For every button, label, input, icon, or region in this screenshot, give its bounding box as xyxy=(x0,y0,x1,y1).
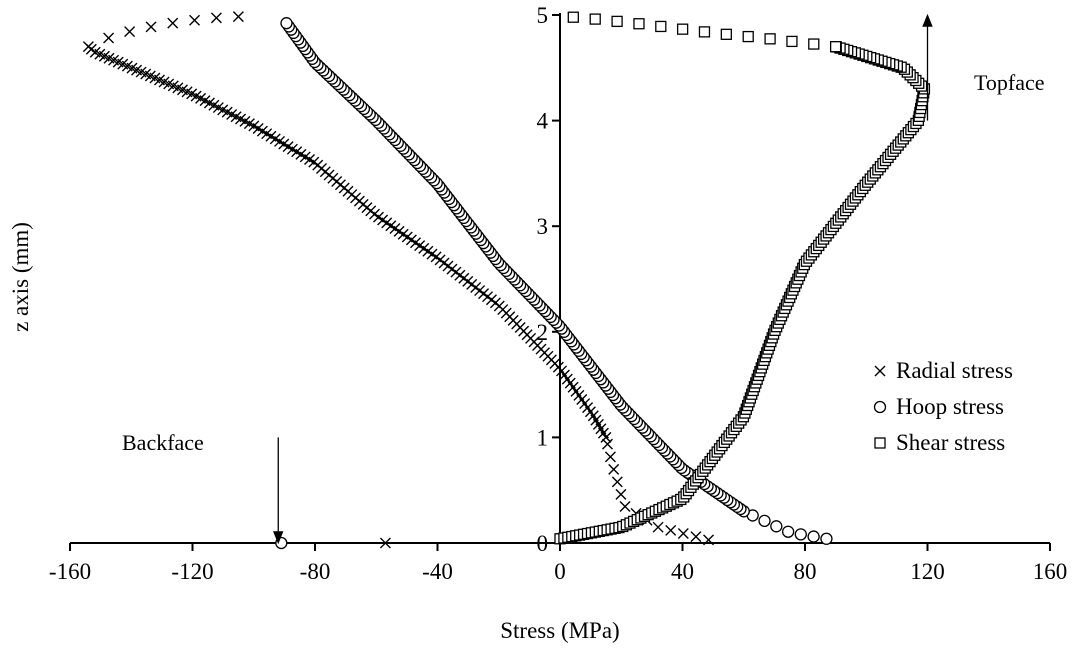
data-point xyxy=(770,520,783,533)
legend-marker xyxy=(874,437,886,449)
y-tick-label: 0 xyxy=(537,531,549,556)
data-point xyxy=(690,531,702,543)
legend: Radial stress Hoop stress Shear stress xyxy=(873,358,1013,455)
data-point xyxy=(608,463,620,475)
data-point xyxy=(665,524,677,536)
data-point xyxy=(589,13,601,25)
data-point xyxy=(602,438,614,450)
x-tick-label: -80 xyxy=(300,559,331,584)
data-point xyxy=(604,451,616,463)
data-point xyxy=(275,536,288,550)
x-tick-label: 120 xyxy=(910,559,945,584)
x-tick-label: 80 xyxy=(794,559,817,584)
legend-item: Radial stress xyxy=(874,358,1013,383)
data-point xyxy=(611,476,623,488)
y-axis-ticks: 0 1 2 3 4 5 xyxy=(537,3,560,556)
data-point xyxy=(829,41,842,53)
y-tick-label: 5 xyxy=(537,3,549,28)
x-tick-label: 40 xyxy=(671,559,694,584)
legend-item: Hoop stress xyxy=(873,394,1004,419)
legend-label: Shear stress xyxy=(896,430,1005,455)
y-axis-label: z axis (mm) xyxy=(8,222,33,332)
legend-item: Shear stress xyxy=(874,430,1005,455)
data-point xyxy=(820,532,833,545)
data-point xyxy=(807,530,820,543)
data-point xyxy=(167,17,179,29)
data-point xyxy=(379,537,391,549)
series-hoop-stress xyxy=(275,17,833,550)
x-tick-label: -120 xyxy=(171,559,213,584)
data-point xyxy=(764,33,776,45)
x-axis-label: Stress (MPa) xyxy=(500,618,619,643)
data-point xyxy=(703,534,715,546)
data-point xyxy=(103,32,115,44)
data-point xyxy=(655,20,667,33)
data-point xyxy=(567,11,579,23)
y-tick-label: 3 xyxy=(537,214,549,239)
data-point xyxy=(742,30,754,43)
data-point xyxy=(145,21,157,33)
axes xyxy=(70,13,1050,544)
x-tick-label: 160 xyxy=(1033,559,1068,584)
data-point xyxy=(82,41,94,53)
legend-label: Radial stress xyxy=(896,358,1013,383)
legend-marker xyxy=(874,365,886,377)
legend-marker xyxy=(873,400,887,414)
data-point xyxy=(189,14,201,26)
x-axis-ticks: -160 -120 -80 -40 0 40 80 120 160 xyxy=(49,543,1067,584)
annotation-topface: Topface xyxy=(974,70,1045,95)
data-point xyxy=(781,525,795,538)
y-tick-label: 4 xyxy=(537,109,549,134)
y-tick-label: 1 xyxy=(537,425,549,450)
x-tick-label: -160 xyxy=(49,559,91,584)
data-point xyxy=(633,18,645,30)
data-point xyxy=(619,500,631,512)
y-tick-label: 2 xyxy=(537,320,549,345)
data-point xyxy=(698,26,711,38)
data-point xyxy=(720,28,732,40)
legend-label: Hoop stress xyxy=(896,394,1004,419)
annotation-backface: Backface xyxy=(122,430,204,455)
data-point xyxy=(794,528,807,541)
data-point xyxy=(611,15,623,28)
data-point xyxy=(786,35,798,48)
data-point xyxy=(124,26,136,38)
data-point xyxy=(758,514,771,528)
data-point xyxy=(210,12,222,24)
x-tick-label: -40 xyxy=(422,559,453,584)
data-point xyxy=(232,11,244,23)
series-shear-stress xyxy=(554,11,931,545)
annotations: Topface Backface xyxy=(122,13,1045,545)
series-radial-stress xyxy=(82,11,715,549)
data-point xyxy=(676,23,689,35)
data-point xyxy=(677,528,689,540)
data-point xyxy=(808,38,820,50)
x-tick-label: 0 xyxy=(554,559,566,584)
data-point xyxy=(615,488,627,500)
series-layer xyxy=(82,11,931,550)
data-point xyxy=(280,17,293,30)
data-point xyxy=(652,521,664,533)
